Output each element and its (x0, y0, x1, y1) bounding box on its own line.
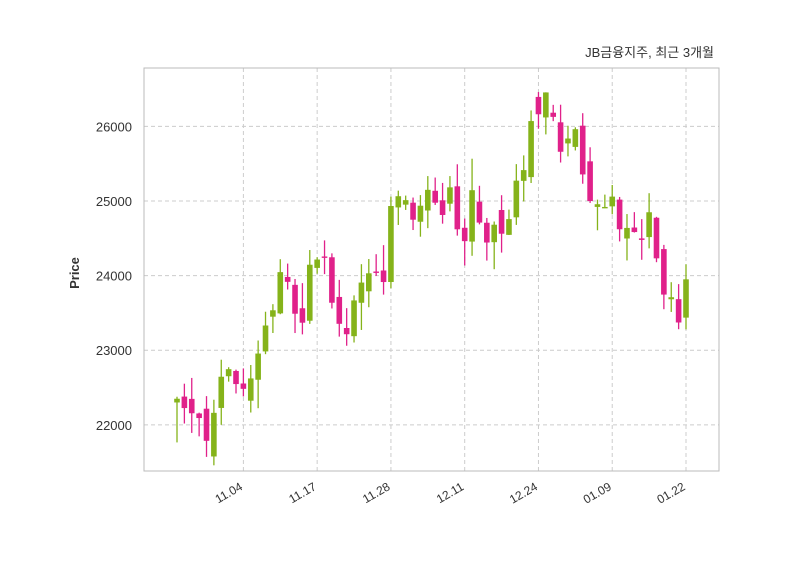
svg-text:01.09: 01.09 (581, 479, 614, 506)
svg-text:26000: 26000 (96, 119, 132, 134)
svg-text:11.17: 11.17 (286, 479, 319, 506)
svg-text:12.24: 12.24 (507, 479, 540, 506)
svg-text:25000: 25000 (96, 194, 132, 209)
svg-text:Price: Price (67, 257, 82, 289)
svg-text:12.11: 12.11 (434, 479, 467, 506)
svg-text:11.28: 11.28 (360, 479, 393, 506)
svg-text:23000: 23000 (96, 343, 132, 358)
svg-text:11.04: 11.04 (213, 479, 246, 506)
svg-text:22000: 22000 (96, 418, 132, 433)
svg-text:24000: 24000 (96, 269, 132, 284)
svg-text:JB금융지주, 최근 3개월: JB금융지주, 최근 3개월 (585, 45, 714, 60)
svg-text:01.22: 01.22 (654, 479, 687, 506)
